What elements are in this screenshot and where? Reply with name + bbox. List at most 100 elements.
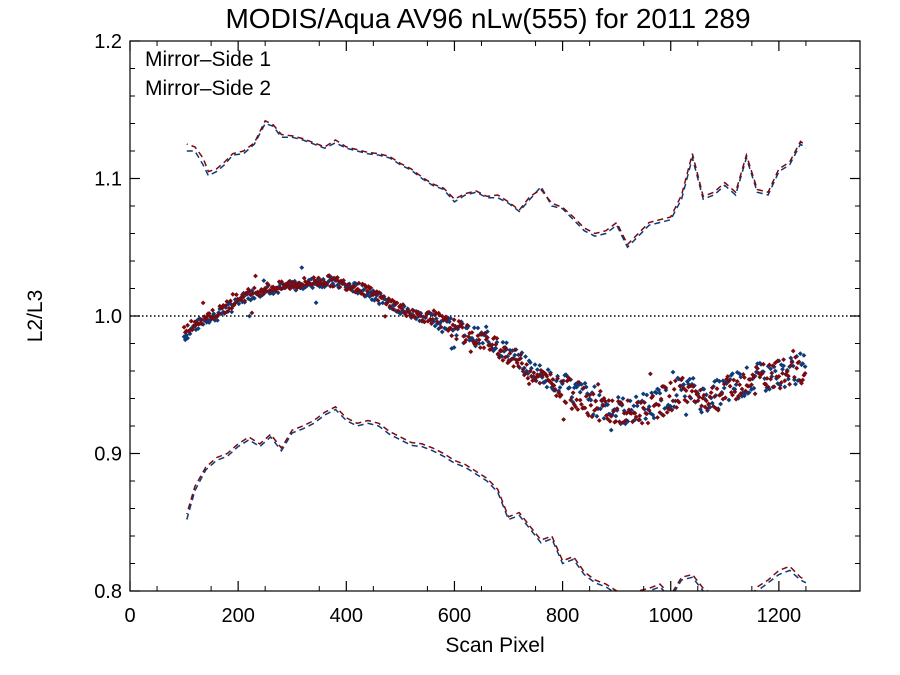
data-point: [567, 385, 572, 391]
data-point: [759, 371, 765, 376]
data-point: [699, 409, 704, 415]
data-point: [551, 383, 557, 388]
data-point: [764, 376, 770, 381]
data-point: [638, 400, 644, 405]
data-point: [605, 402, 610, 408]
data-point: [466, 334, 471, 340]
data-point: [714, 377, 720, 383]
data-point: [590, 391, 596, 397]
data-point: [696, 394, 702, 400]
data-point: [775, 358, 781, 364]
data-point: [645, 420, 651, 426]
data-point: [625, 398, 631, 403]
data-point: [494, 336, 500, 341]
legend-mirror-side-2: Mirror–Side 2: [145, 77, 271, 100]
data-point: [596, 418, 602, 423]
data-point: [782, 378, 788, 384]
data-point: [232, 300, 238, 306]
data-point: [600, 403, 606, 409]
data-point: [683, 412, 689, 418]
data-point: [454, 336, 459, 342]
data-point: [282, 285, 288, 291]
x-tick-label: 200: [221, 605, 254, 627]
data-point: [765, 384, 771, 390]
data-point: [394, 300, 400, 306]
data-point: [719, 391, 725, 397]
data-point: [674, 405, 679, 410]
series-2-points: [181, 273, 808, 426]
data-point: [448, 316, 453, 321]
data-point: [670, 369, 676, 375]
data-point: [537, 380, 543, 386]
data-point: [451, 345, 457, 350]
data-point: [326, 273, 332, 278]
data-point: [320, 282, 326, 288]
data-point: [613, 413, 619, 419]
data-point: [607, 418, 613, 424]
data-point: [469, 330, 475, 335]
data-point: [287, 286, 293, 292]
data-point: [200, 300, 206, 306]
data-point: [299, 265, 305, 270]
data-point: [247, 313, 252, 319]
data-point: [669, 407, 675, 413]
data-point: [753, 369, 759, 375]
axis-ticks: 0 200 400 600 800 1000 1200 0.8 0.9 1.0 1.1 1.2: [94, 31, 860, 627]
data-point: [410, 307, 415, 313]
data-point: [229, 309, 235, 315]
series-1-upper-envelope: [186, 122, 807, 249]
data-point: [544, 384, 550, 390]
data-point: [602, 398, 608, 404]
data-point: [314, 282, 320, 288]
x-tick-label: 0: [124, 605, 135, 627]
data-point: [777, 385, 783, 391]
data-point: [451, 317, 457, 323]
data-point: [794, 365, 800, 371]
data-point: [422, 319, 427, 325]
data-point: [749, 382, 754, 388]
data-point: [793, 354, 798, 360]
y-tick-label: 0.8: [94, 581, 122, 603]
data-point: [802, 371, 808, 376]
data-point: [356, 280, 362, 286]
data-point: [574, 397, 580, 403]
data-point: [802, 364, 808, 369]
data-point: [703, 398, 709, 404]
data-point: [523, 354, 528, 359]
data-point: [726, 397, 732, 403]
data-point: [185, 322, 190, 328]
data-point: [429, 321, 434, 326]
data-point: [687, 394, 693, 400]
data-point: [790, 348, 796, 354]
data-point: [291, 285, 296, 290]
data-point: [364, 292, 370, 297]
data-point: [460, 325, 465, 330]
data-point: [550, 377, 556, 382]
data-point: [426, 309, 432, 315]
data-point: [576, 380, 582, 385]
data-point: [464, 322, 470, 328]
data-point: [611, 409, 616, 414]
data-point: [582, 380, 588, 386]
data-point: [529, 373, 534, 379]
data-point: [667, 393, 672, 399]
data-point: [790, 363, 796, 369]
data-point: [778, 380, 784, 385]
data-point: [599, 398, 604, 404]
data-point: [256, 293, 262, 298]
data-point: [636, 417, 641, 423]
data-point: [733, 396, 739, 402]
data-point: [229, 305, 235, 311]
data-point: [708, 390, 714, 395]
data-point: [418, 313, 424, 319]
data-point: [554, 393, 559, 399]
data-point: [286, 279, 292, 285]
data-point: [797, 351, 803, 356]
data-point: [496, 355, 502, 360]
data-point: [738, 374, 744, 380]
data-point: [215, 313, 220, 319]
data-point: [234, 292, 239, 298]
data-point: [538, 371, 544, 376]
chart-title: MODIS/Aqua AV96 nLw(555) for 2011 289: [225, 3, 750, 34]
data-point: [223, 303, 229, 308]
